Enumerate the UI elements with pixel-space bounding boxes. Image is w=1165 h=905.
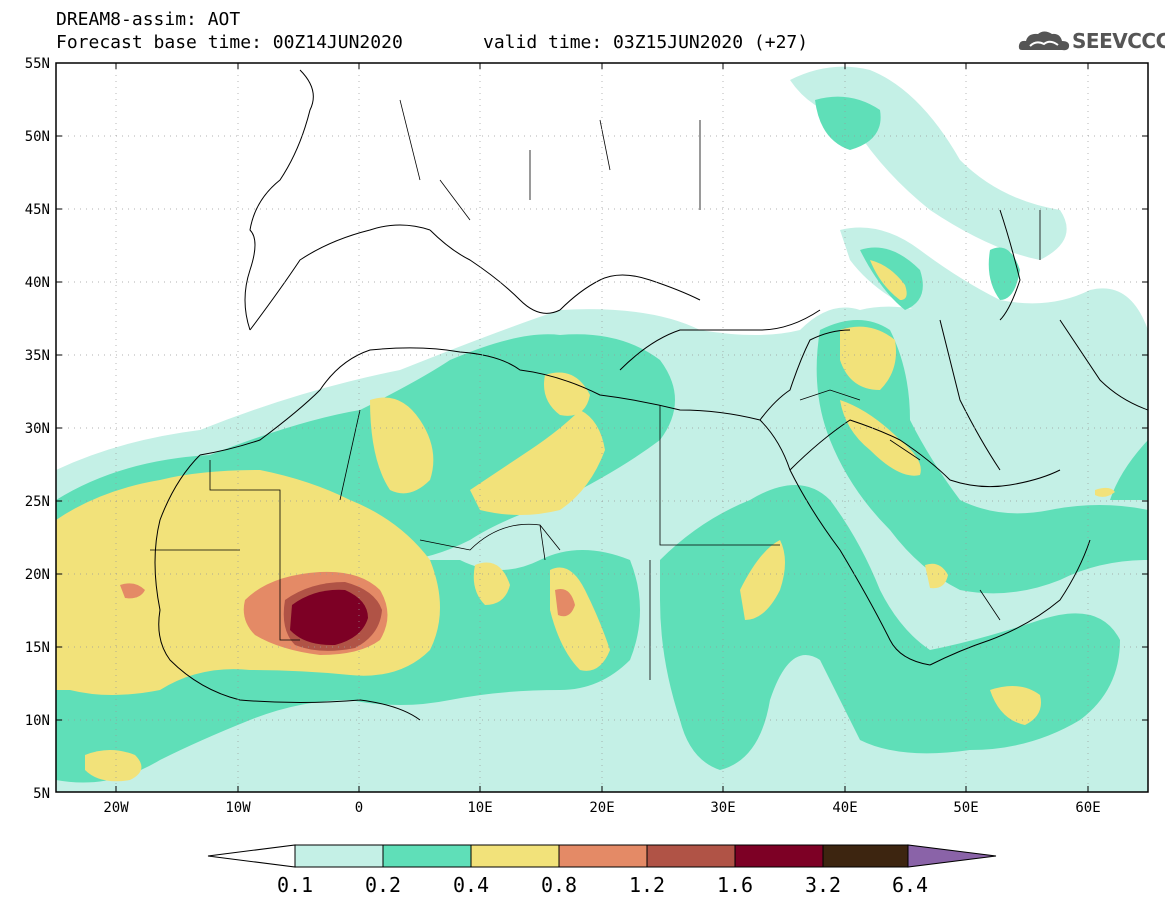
lat-label: 20N — [25, 567, 50, 583]
axis-ticks — [56, 63, 1148, 792]
colorbar-swatch — [294, 844, 384, 868]
lat-label: 5N — [33, 786, 50, 802]
colorbar-label: 0.2 — [365, 873, 401, 897]
lon-label: 10W — [225, 800, 251, 816]
coastlines — [154, 69, 1148, 721]
colorbar-label: 1.2 — [629, 873, 665, 897]
valid-time: valid time: 03Z15JUN2020 (+27) — [483, 32, 809, 53]
lon-label: 0 — [355, 800, 363, 816]
colorbar-label: 3.2 — [805, 873, 841, 897]
colorbar-swatch — [470, 844, 560, 868]
gridlines — [56, 63, 1148, 792]
colorbar-label: 0.8 — [541, 873, 577, 897]
colorbar-high-arrow — [907, 844, 997, 868]
lon-labels: 20W 10W 0 10E 20E 30E 40E 50E 60E — [103, 800, 1100, 816]
lat-label: 25N — [25, 494, 50, 510]
lat-label: 10N — [25, 713, 50, 729]
colorbar-label: 0.4 — [453, 873, 489, 897]
logo-text: SEEVCCC — [1072, 29, 1165, 53]
colorbar-swatch — [734, 844, 824, 868]
colorbar-swatch — [646, 844, 736, 868]
colorbar-label: 0.1 — [277, 873, 313, 897]
lon-label: 40E — [832, 800, 857, 816]
lon-label: 60E — [1075, 800, 1100, 816]
colorbar-swatch — [822, 844, 909, 868]
lat-label: 45N — [25, 202, 50, 218]
colorbar-label: 6.4 — [892, 873, 928, 897]
lon-label: 10E — [467, 800, 492, 816]
colorbar-swatch — [558, 844, 648, 868]
lat-label: 15N — [25, 640, 50, 656]
cloud-logo-icon — [1018, 31, 1070, 51]
lat-label: 50N — [25, 129, 50, 145]
forecast-base-time: Forecast base time: 00Z14JUN2020 — [56, 32, 403, 53]
aot-field — [56, 66, 1148, 792]
lat-label: 35N — [25, 348, 50, 364]
lon-label: 20W — [103, 800, 129, 816]
map-title: DREAM8-assim: AOT — [56, 9, 241, 30]
colorbar-swatch — [382, 844, 472, 868]
lat-label: 55N — [25, 56, 50, 72]
aot-band-1.6-3.2 — [290, 589, 368, 646]
lat-labels: 55N 50N 45N 40N 35N 30N 25N 20N 15N 10N … — [25, 56, 50, 802]
colorbar-label: 1.6 — [717, 873, 753, 897]
colorbar-low-arrow — [207, 844, 296, 868]
lon-label: 20E — [589, 800, 614, 816]
colorbar: 0.1 0.2 0.4 0.8 1.2 1.6 3.2 6.4 — [207, 844, 997, 897]
country-borders — [150, 99, 1041, 680]
lon-label: 50E — [953, 800, 978, 816]
lon-label: 30E — [710, 800, 735, 816]
lat-label: 30N — [25, 421, 50, 437]
lat-label: 40N — [25, 275, 50, 291]
